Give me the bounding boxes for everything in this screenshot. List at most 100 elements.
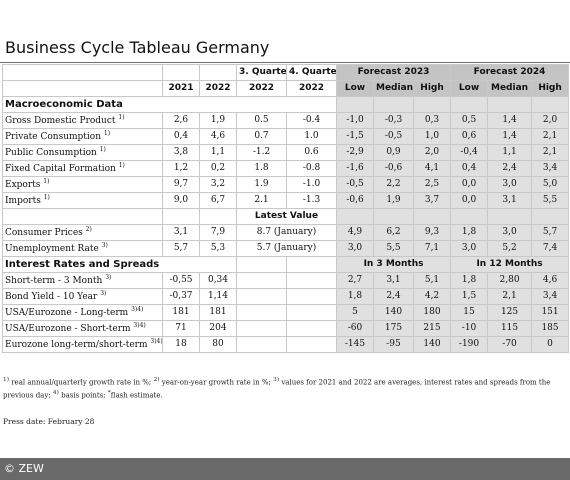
header-high-2024: High <box>531 80 570 97</box>
row-label: Public Consumption 1) <box>2 144 163 161</box>
value-cell: 18 <box>162 336 200 353</box>
value-cell: 0,34 <box>199 272 237 289</box>
row-label-text: USA/Eurozone - Short-term <box>5 324 131 334</box>
value-cell: 1,0 <box>412 128 452 145</box>
value-cell: 0,9 <box>373 144 414 161</box>
footnote-mark-3: 3) <box>273 377 280 383</box>
value-cell: 5,3 <box>199 240 237 257</box>
forecast-cell: -95 <box>373 336 414 353</box>
footnote-3: values for 2021 and 2022 are averages, i… <box>3 378 551 400</box>
value-cell: 181 <box>199 304 237 321</box>
forecast-cell: 1,5 <box>450 288 489 305</box>
header-q4: 4. Quarter <box>286 64 337 81</box>
value-cell: 2,0 <box>531 112 570 129</box>
page-title: Business Cycle Tableau Germany <box>5 38 270 57</box>
value-cell: -1,5 <box>336 128 374 145</box>
forecast-cell: -10 <box>450 320 489 337</box>
value-cell: -0,5 <box>336 176 374 193</box>
latest-value-cell: 5.7 (January) <box>236 240 337 257</box>
header-q3-year: 2022 <box>236 80 287 97</box>
rate-row: Short-term - 3 Month 3) -0,55 0,34 2,7 3,1 5,… <box>2 272 570 289</box>
value-cell: 5,5 <box>531 192 570 209</box>
footnote-4: basis points; <box>58 391 108 400</box>
header-low-2023: Low <box>336 80 374 97</box>
row-label-footnote: 3)4) <box>133 322 146 329</box>
header-q4-year: 2022 <box>286 80 337 97</box>
value-cell: -1.3 <box>286 192 337 209</box>
value-cell: 0,4 <box>450 160 489 177</box>
row-label: Fixed Capital Formation 1) <box>2 160 163 177</box>
value-cell: -0.8 <box>286 160 337 177</box>
forecast-cell: 180 <box>412 304 452 321</box>
forecast-cell: 1,8 <box>450 272 489 289</box>
row-label-text: Consumer Prices <box>5 228 83 238</box>
value-cell: 1.9 <box>236 176 287 193</box>
value-cell: 3,1 <box>162 224 200 241</box>
forecast-cell: 5,7 <box>531 224 570 241</box>
section-macroeconomic-data: Macroeconomic Data <box>2 96 337 113</box>
row-label-text: Public Consumption <box>5 148 97 158</box>
value-cell: 2,6 <box>162 112 200 129</box>
value-cell: 0,2 <box>199 160 237 177</box>
value-cell: 3,4 <box>531 160 570 177</box>
forecast-cell: 140 <box>412 336 452 353</box>
value-cell: 3,7 <box>412 192 452 209</box>
row-label-footnote: 1) <box>43 194 50 201</box>
value-cell: 181 <box>162 304 200 321</box>
header-row-1: 3. Quarter 4. Quarter Forecast 2023 Fore… <box>2 64 570 81</box>
row-label-footnote: 1) <box>103 130 111 137</box>
value-cell: 9,0 <box>162 192 200 209</box>
value-cell: 3,0 <box>487 176 533 193</box>
row-label-text: Unemployment Rate <box>5 244 99 254</box>
macro-row: Gross Domestic Product 1) 2,6 1,9 0.5 -0.4 -1… <box>2 112 570 129</box>
macro-row: Imports 1) 9,0 6,7 2.1 -1.3 -0,6 1,9 3,7 0,0 3,1 5… <box>2 192 570 209</box>
value-cell: 7,9 <box>199 224 237 241</box>
latest-value-cell: 8.7 (January) <box>236 224 337 241</box>
forecast-cell: 215 <box>412 320 452 337</box>
row-label: Exports 1) <box>2 176 163 193</box>
value-cell: 2,0 <box>412 144 452 161</box>
header-q3: 3. Quarter <box>236 64 287 81</box>
value-cell: -1.2 <box>236 144 287 161</box>
forecast-cell: 3,4 <box>531 288 570 305</box>
header-forecast-2024: Forecast 2024 <box>450 64 570 81</box>
forecast-cell: 3,0 <box>450 240 489 257</box>
row-label-text: Imports <box>5 196 41 206</box>
value-cell: 0.7 <box>236 128 287 145</box>
value-cell: 2,2 <box>373 176 414 193</box>
forecast-cell: 2,4 <box>373 288 414 305</box>
value-cell: -0,3 <box>373 112 414 129</box>
row-label: Private Consumption 1) <box>2 128 163 145</box>
forecast-cell: 140 <box>373 304 414 321</box>
macro-row: Exports 1) 9,7 3,2 1.9 -1.0 -0,5 2,2 2,5 0,0 3,0 5… <box>2 176 570 193</box>
row-label-footnote: 3) <box>101 242 108 249</box>
forecast-cell: -60 <box>336 320 374 337</box>
forecast-cell: 4,2 <box>412 288 452 305</box>
value-cell: -1,0 <box>336 112 374 129</box>
forecast-cell: 5,2 <box>487 240 533 257</box>
row-label: Imports 1) <box>2 192 163 209</box>
row-label: Gross Domestic Product 1) <box>2 112 163 129</box>
value-cell: 1.8 <box>236 160 287 177</box>
value-cell: -0,37 <box>162 288 200 305</box>
value-cell: 1,1 <box>487 144 533 161</box>
forecast-cell: 5,5 <box>373 240 414 257</box>
header-forecast-2023: Forecast 2023 <box>335 64 452 81</box>
header-2022: 2022 <box>199 80 237 97</box>
row-label-text: Gross Domestic Product <box>5 116 116 126</box>
value-cell: 1,14 <box>199 288 237 305</box>
footnote-5: flash estimate. <box>110 391 163 400</box>
forecast-cell: 1,8 <box>336 288 374 305</box>
value-cell: -0,6 <box>373 160 414 177</box>
value-cell: -0,5 <box>373 128 414 145</box>
row-label-text: Eurozone long-term/short-term <box>5 340 148 350</box>
footnote-mark-5: * <box>107 390 111 397</box>
value-cell: 4,6 <box>199 128 237 145</box>
section-interest-rates: Interest Rates and Spreads <box>2 256 237 273</box>
forecast-cell: 5 <box>336 304 374 321</box>
value-cell: 4,1 <box>412 160 452 177</box>
value-cell: 6,7 <box>199 192 237 209</box>
forecast-cell: 2,80 <box>487 272 533 289</box>
forecast-cell: 151 <box>531 304 570 321</box>
latest-value-row: Latest Value <box>2 208 570 225</box>
